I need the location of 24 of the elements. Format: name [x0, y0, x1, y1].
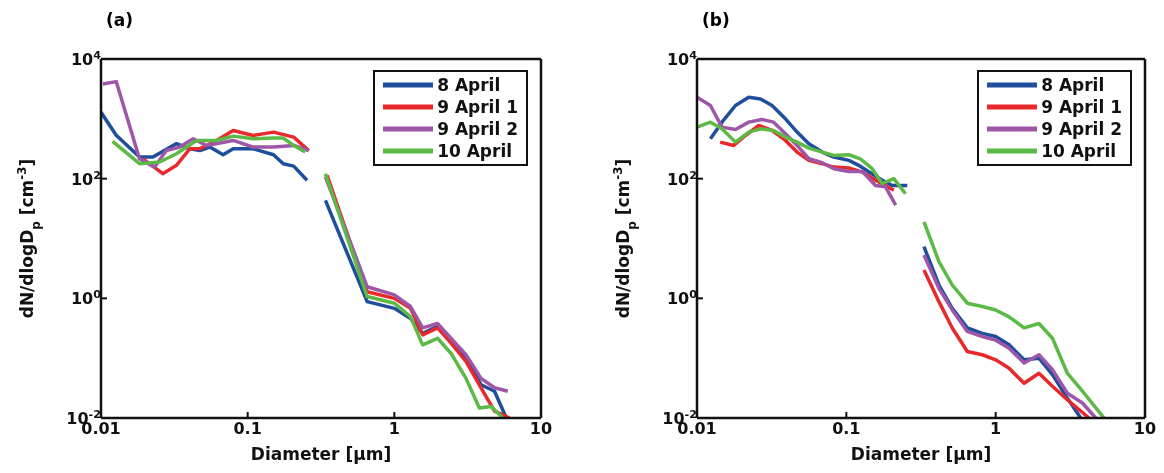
- x-axis-title: Diameter [μm]: [850, 444, 992, 464]
- legend-label: 9 April 1: [437, 96, 518, 118]
- legend-label: 10 April: [437, 140, 513, 162]
- chart-title: (a): [106, 10, 134, 30]
- x-tick-label: 1: [990, 419, 1002, 438]
- y-tick-label: 10$^{4}$: [666, 48, 698, 69]
- legend-label: 8 April: [437, 74, 501, 96]
- legend-label: 9 April 1: [1041, 96, 1122, 118]
- x-tick-label: 0.1: [832, 419, 861, 438]
- x-tick-label: 1: [388, 419, 400, 438]
- y-tick-label: 10$^{2}$: [70, 168, 101, 189]
- x-tick-label: 10: [529, 419, 553, 438]
- x-tick-label: 10: [1133, 419, 1157, 438]
- x-axis-title: Diameter [μm]: [250, 444, 392, 464]
- y-tick-label: 10$^{2}$: [666, 168, 697, 189]
- x-tick-label: 0.1: [233, 419, 262, 438]
- y-tick-label: 10$^{4}$: [70, 48, 102, 69]
- legend-label: 9 April 2: [1041, 118, 1122, 140]
- legend-label: 10 April: [1041, 140, 1117, 162]
- y-tick-label: 10$^{0}$: [666, 287, 698, 309]
- chart-title: (b): [702, 10, 730, 30]
- y-tick-label: 10$^{0}$: [70, 287, 102, 309]
- legend-label: 9 April 2: [437, 118, 518, 140]
- legend-label: 8 April: [1041, 74, 1105, 96]
